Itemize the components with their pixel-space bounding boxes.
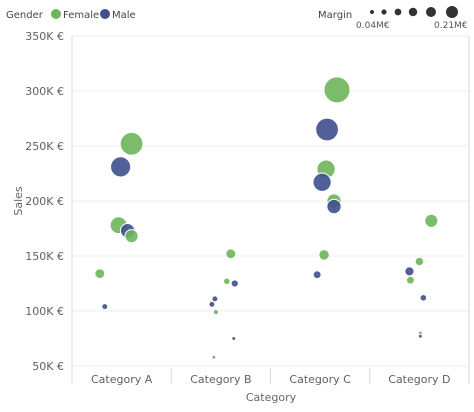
y-tick-label: 150K € — [25, 250, 64, 263]
plot-frame — [71, 36, 470, 384]
bubble-female[interactable] — [406, 275, 415, 285]
bubble-female[interactable] — [211, 354, 217, 360]
x-axis-title: Category — [246, 391, 297, 404]
size-legend-dot-6 — [446, 6, 458, 18]
y-axis-title: Sales — [12, 186, 25, 216]
size-legend-dot-5 — [426, 7, 436, 17]
bubble-male[interactable] — [230, 279, 239, 288]
size-legend-dot-3 — [394, 8, 402, 16]
bubble-male[interactable] — [101, 303, 109, 311]
bubble-male[interactable] — [312, 172, 332, 192]
bubble-male[interactable] — [404, 266, 415, 277]
bubble-male[interactable] — [312, 270, 322, 280]
size-legend-dot-4 — [408, 7, 418, 17]
bubbles — [94, 76, 439, 360]
y-tick-label: 300K € — [25, 85, 64, 98]
bubble-female[interactable] — [212, 308, 220, 316]
bubble-male[interactable] — [110, 156, 132, 178]
bubble-female[interactable] — [94, 268, 106, 280]
bubble-male[interactable] — [231, 336, 237, 341]
x-axis: Category A Category B Category C Category D — [91, 368, 450, 386]
bubble-female[interactable] — [424, 213, 439, 228]
legend-swatch-male — [100, 9, 110, 19]
legend-swatch-female — [51, 9, 61, 19]
legend: Gender Female Male — [6, 9, 136, 21]
bubble-male[interactable] — [315, 117, 339, 142]
gridlines — [72, 35, 469, 367]
bubble-male[interactable] — [417, 333, 423, 339]
legend-item-male[interactable]: Male — [100, 9, 136, 21]
x-tick-label: Category B — [190, 373, 251, 386]
bubble-male[interactable] — [419, 294, 428, 302]
y-axis: 50K € 100K € 150K € 200K € 250K € 300K € 350K … — [25, 30, 64, 373]
bubble-male[interactable] — [211, 295, 219, 303]
size-legend-max-label: 0.21M€ — [434, 21, 468, 31]
y-tick-label: 200K € — [25, 195, 64, 208]
size-legend-min-label: 0.04M€ — [356, 21, 390, 31]
bubble-female[interactable] — [318, 249, 330, 261]
size-legend-title: Margin — [318, 10, 352, 21]
y-tick-label: 350K € — [25, 30, 64, 43]
x-tick-label: Category C — [289, 373, 351, 386]
y-tick-label: 250K € — [25, 140, 64, 153]
y-tick-label: 50K € — [32, 360, 64, 373]
bubble-male[interactable] — [208, 300, 216, 308]
size-legend-dot-2 — [381, 9, 387, 15]
bubble-female[interactable] — [124, 229, 139, 244]
size-legend: Margin 0.04M€ 0.21M€ — [318, 6, 468, 31]
bubble-male[interactable] — [326, 198, 342, 215]
bubble-female[interactable] — [225, 248, 237, 260]
legend-label-male: Male — [112, 10, 136, 21]
y-tick-label: 100K € — [25, 305, 64, 318]
legend-item-female[interactable]: Female — [51, 9, 99, 21]
bubble-female[interactable] — [323, 76, 351, 104]
bubble-female[interactable] — [414, 256, 425, 267]
bubble-female[interactable] — [119, 131, 144, 156]
x-tick-label: Category D — [388, 373, 450, 386]
legend-title: Gender — [6, 10, 44, 21]
bubble-female[interactable] — [223, 277, 231, 286]
size-legend-dot-1 — [370, 10, 374, 14]
legend-label-female: Female — [63, 10, 99, 21]
x-tick-label: Category A — [91, 373, 153, 386]
